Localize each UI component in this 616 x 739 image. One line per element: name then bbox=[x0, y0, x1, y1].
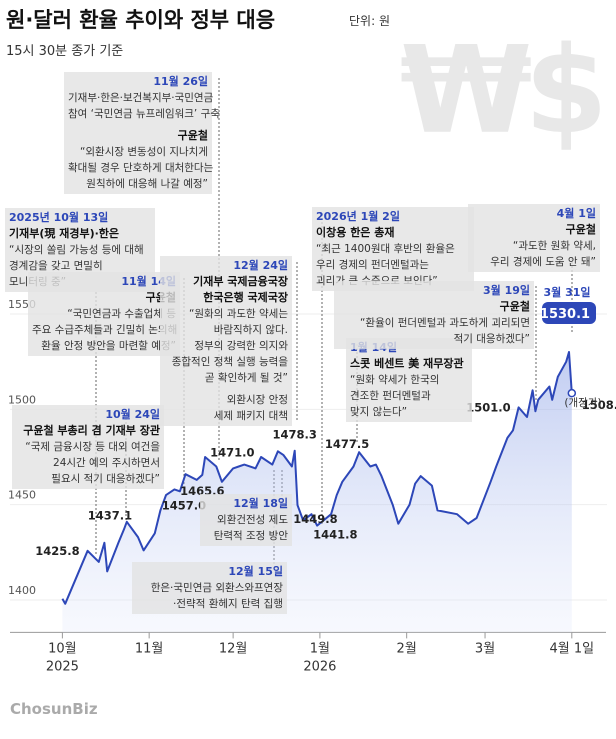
value-label: 1457.0 bbox=[162, 498, 206, 512]
annotation-heading: 구윤철 bbox=[177, 129, 208, 142]
point bbox=[567, 388, 577, 398]
annotation: 11월 14일구윤철 “국민연금과 수출업체 등주요 수급주체들과 긴밀히 논의해… bbox=[28, 272, 180, 356]
annotation-text: 바람직하지 않다. bbox=[213, 324, 288, 336]
annotation-heading: 구윤철 bbox=[499, 300, 530, 313]
annotation-heading: 구윤철 bbox=[565, 223, 596, 236]
x-tick-label: 1월 bbox=[310, 641, 330, 656]
value-label: 1437.1 bbox=[88, 508, 132, 522]
annotation-text: 우리 경제의 펀더멘털과는 bbox=[316, 259, 429, 271]
annotation-text: “원화의 과도한 약세는 bbox=[188, 308, 288, 320]
annotation-text: 참여 ‘국민연금 뉴프레임워크’ 구축 bbox=[68, 108, 220, 120]
annotation-text: (개장가) bbox=[564, 397, 602, 409]
x-tick-label: 3월 bbox=[475, 641, 495, 656]
value-label: 1425.8 bbox=[35, 544, 79, 558]
annotation-text: 원칙하에 대응해 나갈 예정” bbox=[86, 178, 208, 190]
annotation-heading: 기재부 국제금융국장 bbox=[193, 275, 288, 288]
y-tick-label: 1450 bbox=[8, 489, 36, 502]
y-tick-label: 1500 bbox=[8, 393, 36, 406]
annotation-date: 3월 19일 bbox=[482, 284, 530, 297]
annotation-text: 맞지 않는다” bbox=[350, 406, 408, 418]
value-label: 1508.5 bbox=[582, 398, 616, 412]
annotation-heading: 구윤철 bbox=[32, 290, 176, 306]
annotation-heading: 기재부(現 재경부)·한은 bbox=[9, 227, 120, 240]
annotation-text: 종합적인 정책 실행 능력을 bbox=[171, 356, 288, 368]
annotation-date: 12월 18일 bbox=[233, 497, 288, 510]
annotation-text: 곧 확인하게 될 것” bbox=[204, 372, 288, 384]
value-label: 1478.3 bbox=[273, 428, 317, 442]
annotation-text: 기재부·한은·보건복지부·국민연금 bbox=[68, 92, 214, 104]
x-tick-year: 2026 bbox=[303, 659, 336, 674]
source: ChosunBiz bbox=[10, 700, 98, 718]
annotation-date: 12월 15일 bbox=[228, 565, 283, 578]
annotation-text: 적기 대응하겠다” bbox=[453, 333, 530, 345]
annotation-text: 확대될 경우 단호하게 대처한다는 bbox=[68, 162, 214, 174]
y-tick-label: 1400 bbox=[8, 584, 36, 597]
x-tick-label: 12월 bbox=[219, 641, 248, 656]
chart-title: 원·달러 환율 추이와 정부 대응 bbox=[6, 8, 276, 32]
annotation-text: 주요 수급주체들과 긴밀히 논의해 bbox=[32, 324, 178, 336]
annotation-text: 외환시장 안정 bbox=[226, 394, 288, 406]
watermark: ₩$ bbox=[400, 22, 608, 161]
annotation-date: 4월 1일 bbox=[556, 207, 596, 220]
annotation-text: “외환시장 변동성이 지나치게 bbox=[79, 146, 208, 158]
annotation-date: 2026년 1월 2일 bbox=[316, 210, 400, 223]
value-label: 1530.1 bbox=[540, 307, 590, 322]
annotation-text: “국제 금융시장 등 대외 여건을 bbox=[25, 441, 160, 453]
annotation-text: “시장의 쏠림 가능성 등에 대해 bbox=[9, 244, 144, 256]
x-tick-label: 2월 bbox=[397, 641, 417, 656]
annotation-date: 11월 14일 bbox=[121, 275, 176, 288]
highlight-box bbox=[542, 301, 597, 324]
x-tick-year: 2025 bbox=[46, 659, 79, 674]
annotation-text: 24시간 예의 주시하면서 bbox=[53, 457, 160, 469]
annotation-text: 경계감을 갖고 면밀히 bbox=[9, 260, 103, 272]
annotation-text: 탄력적 조정 방안 bbox=[213, 530, 288, 542]
line bbox=[61, 351, 573, 605]
value-label: 1471.0 bbox=[210, 446, 254, 460]
annotation-text: “원화 약세가 한국의 bbox=[350, 374, 440, 386]
annotation-heading: 이창용 한은 총재 bbox=[316, 226, 395, 239]
value-label: 1441.8 bbox=[313, 527, 357, 541]
annotation: 3월 31일 bbox=[534, 283, 600, 303]
annotation-date: 2025년 10월 13일 bbox=[9, 211, 109, 224]
annotation-date: 10월 24일 bbox=[105, 408, 160, 421]
annotation-date: 11월 26일 bbox=[153, 75, 208, 88]
annotation-text: 외환건전성 제도 bbox=[217, 514, 288, 526]
annotation-text: 우리 경제에 도움 안 돼” bbox=[490, 256, 596, 268]
annotation-date: 3월 31일 bbox=[543, 286, 591, 299]
subtitle: 15시 30분 종가 기준 bbox=[6, 44, 124, 59]
annotation: (개장가) bbox=[553, 393, 613, 413]
annotation-text: ·전략적 환헤지 탄력 집행 bbox=[173, 598, 283, 610]
unit: 단위: 원 bbox=[349, 14, 390, 28]
x-tick-label: 11월 bbox=[135, 641, 164, 656]
x-tick-label: 10월 bbox=[48, 641, 77, 656]
annotation-text: “과도한 원화 약세, bbox=[512, 240, 596, 252]
annotation-date: 12월 24일 bbox=[233, 259, 288, 272]
annotation-text: 견조한 펀더멘털과 bbox=[350, 390, 431, 402]
annotation-text: “환율이 펀더멘털과 과도하게 괴리되면 bbox=[359, 317, 530, 329]
value-label: 1449.8 bbox=[293, 512, 337, 526]
annotation-text: 필요시 적기 대응하겠다” bbox=[51, 473, 160, 485]
annotation-text: “최근 1400원대 후반의 환율은 bbox=[316, 243, 455, 255]
annotation-text: “국민연금과 수출업체 등 bbox=[67, 308, 176, 320]
annotation-heading: 구윤철 부총리 겸 기재부 장관 bbox=[23, 424, 160, 437]
annotation-heading: 한국은행 국제국장 bbox=[203, 291, 288, 304]
value-label: 1501.0 bbox=[466, 400, 510, 414]
annotation-text: 세제 패키지 대책 bbox=[213, 410, 288, 422]
value-label: 1477.5 bbox=[325, 437, 369, 451]
annotation-text: 한은·국민연금 외환스와프연장 bbox=[150, 582, 283, 594]
x-tick-label: 4월 1일 bbox=[550, 641, 595, 656]
annotation-text: 환율 안정 방안을 마련할 예정” bbox=[41, 340, 176, 352]
annotation-heading: 스콧 베센트 美 재무장관 bbox=[350, 357, 464, 370]
annotation-text: 정부의 강력한 의지와 bbox=[194, 340, 288, 352]
